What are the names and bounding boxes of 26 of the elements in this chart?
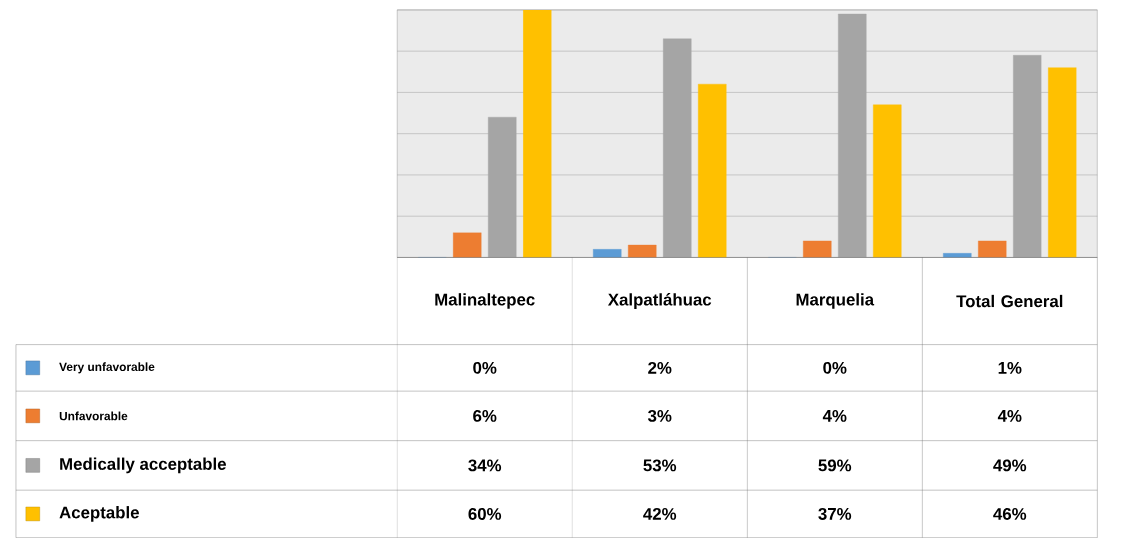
data-label: 3% [647,409,672,422]
legend-label: Very unfavorable [59,362,155,374]
data-label: 4% [822,410,847,422]
bar [593,249,622,258]
bar [943,253,972,258]
data-label: 0% [473,361,497,374]
data-label: 2% [648,361,672,374]
legend-label: Medically acceptable [60,457,226,474]
data-label: 49% [993,459,1027,472]
legend-label: Unfavorable [59,411,128,421]
data-label: 53% [643,459,677,472]
data-label: 1% [998,361,1022,374]
data-label: 46% [993,508,1027,520]
data-label: 34% [468,459,502,472]
data-label: 0% [823,361,847,374]
data-label: 60% [468,508,502,520]
data-label: 59% [818,459,852,472]
x-tick-label: Xalpatláhuac [607,293,712,309]
x-tick-label: Total General [956,294,1063,308]
data-label: 42% [643,508,677,520]
data-label: 6% [473,409,497,422]
data-label: 4% [997,410,1022,422]
x-tick-label: Malinaltepec [435,293,535,309]
x-tick-label: Marquelia [796,293,875,309]
legend-label: Aceptable [59,506,139,522]
data-label: 37% [818,508,852,520]
